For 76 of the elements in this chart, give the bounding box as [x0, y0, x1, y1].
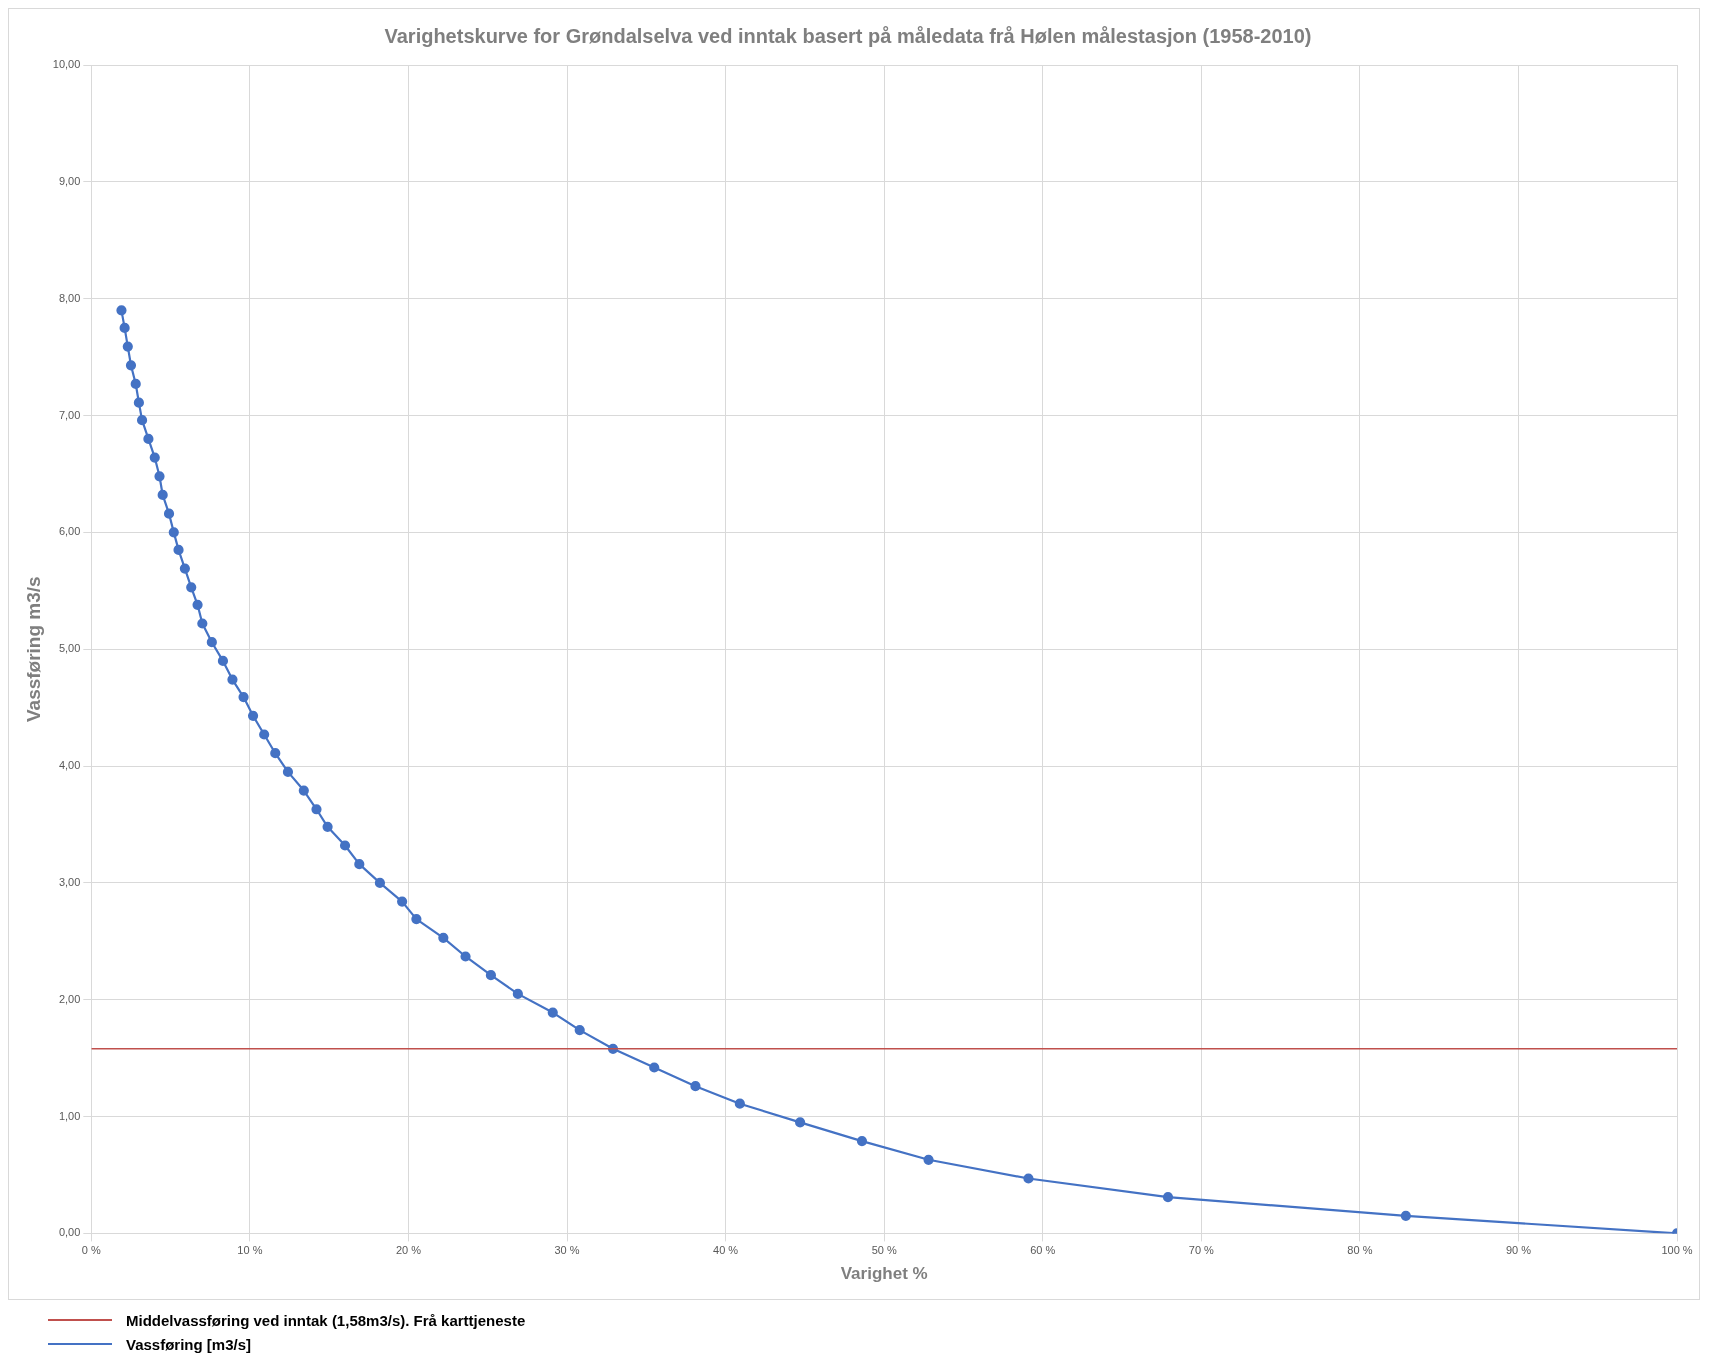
point [136, 415, 148, 426]
legend-label: Vassføring [m3/s] [126, 1335, 252, 1353]
point [130, 378, 141, 390]
chart-title: Varighetskurve for Grøndalselva ved inntak basert på måledata frå Hølen målestasjon (1958-2010) [384, 24, 1312, 47]
point [547, 1007, 558, 1018]
point [734, 1098, 745, 1109]
x-tick-label: 60 % [1030, 1244, 1056, 1257]
point [179, 563, 190, 574]
point [397, 896, 408, 907]
point [923, 1154, 934, 1165]
point [119, 322, 130, 333]
x-tick-label: 30 % [554, 1244, 580, 1257]
point [259, 729, 270, 740]
point [1162, 1192, 1174, 1203]
point [217, 655, 229, 666]
point [574, 1025, 585, 1036]
point [311, 804, 322, 815]
point [186, 582, 197, 593]
point [649, 1062, 660, 1073]
point [322, 821, 333, 832]
y-tick-label: 7,00 [58, 408, 81, 421]
x-tick-label: 70 % [1188, 1244, 1215, 1257]
y-tick-label: 10,00 [52, 58, 81, 71]
point [168, 527, 179, 538]
x-axis-title: Varighet % [840, 1264, 928, 1284]
y-tick-label: 2,00 [58, 992, 81, 1005]
y-tick-label: 8,00 [58, 291, 81, 304]
y-tick-label: 3,00 [58, 875, 81, 888]
x-tick-label: 20 % [395, 1244, 422, 1257]
point [270, 748, 281, 759]
point [690, 1081, 701, 1092]
point [282, 766, 294, 777]
x-tick-label: 90 % [1505, 1244, 1532, 1257]
y-tick-label: 5,00 [58, 642, 81, 655]
point [460, 951, 471, 962]
x-tick-label: 80 % [1347, 1244, 1373, 1257]
point [485, 970, 497, 981]
point [856, 1136, 868, 1147]
y-tick-label: 9,00 [58, 174, 81, 187]
point [512, 988, 523, 999]
y-tick-label: 4,00 [58, 759, 81, 772]
point [374, 877, 386, 888]
point [411, 914, 422, 925]
point [227, 674, 238, 685]
point [154, 471, 165, 482]
point [143, 433, 154, 444]
point [125, 360, 137, 371]
x-tick-label: 10 % [237, 1244, 263, 1257]
legend-label: Middelvassføring ved inntak (1,58m3/s). Frå karttjeneste [126, 1311, 526, 1329]
x-tick-label: 0 % [81, 1244, 102, 1257]
x-tick-label: 40 % [713, 1244, 739, 1257]
point [795, 1117, 806, 1128]
y-tick-label: 6,00 [58, 525, 81, 538]
point [238, 692, 249, 703]
point [339, 840, 351, 851]
point [157, 489, 168, 501]
point [163, 508, 175, 519]
x-tick-label: 100 % [1661, 1244, 1693, 1257]
y-tick-label: 0,00 [58, 1226, 81, 1239]
point [192, 599, 203, 610]
point [298, 785, 309, 796]
point [197, 618, 208, 629]
point [149, 452, 160, 463]
point [206, 637, 217, 648]
point [133, 397, 144, 408]
point [438, 932, 449, 943]
x-tick-label: 50 % [871, 1244, 897, 1257]
point [122, 341, 133, 352]
point [247, 710, 259, 721]
point [173, 544, 184, 555]
y-tick-label: 1,00 [58, 1109, 81, 1122]
y-axis-title: Vassføring m3/s [22, 576, 44, 723]
point [1023, 1173, 1034, 1184]
point [354, 859, 365, 870]
point [1400, 1210, 1411, 1221]
point [116, 305, 127, 316]
